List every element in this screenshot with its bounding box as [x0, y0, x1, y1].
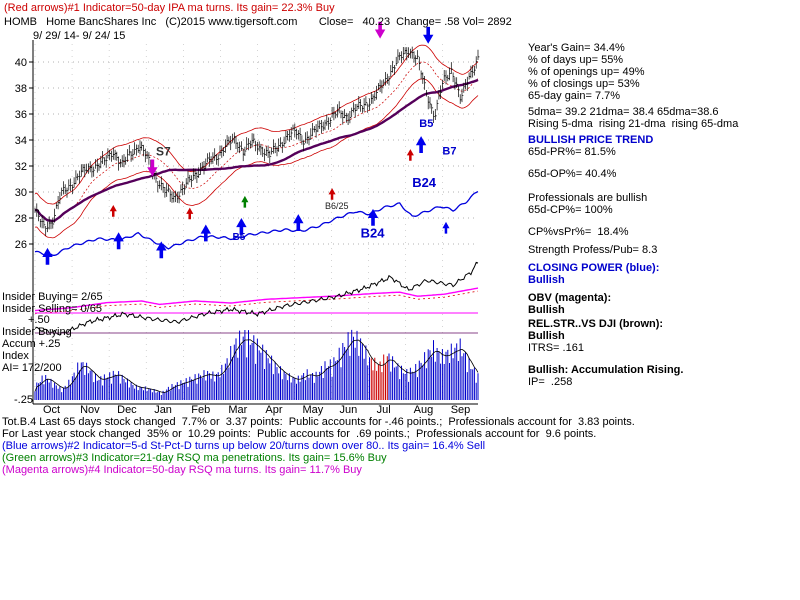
- y-axis-label: 38: [15, 83, 27, 95]
- buy-signal-arrow: [236, 218, 247, 235]
- y-axis-label: 34: [15, 135, 27, 147]
- y-axis-label: 36: [15, 109, 27, 121]
- buy-signal-arrow: [328, 188, 336, 200]
- buy-signal-arrow: [42, 247, 53, 265]
- buy-signal-arrow: [406, 149, 414, 161]
- ma21-line: [34, 61, 479, 222]
- accum-envelope-line: [34, 339, 479, 393]
- stat-line: 5dma= 39.2 21dma= 38.4 65dma=38.6: [528, 106, 719, 118]
- x-axis-month-label: Jan: [154, 404, 172, 416]
- indicator-label: AI= 172/200: [2, 362, 62, 374]
- price-bars: [34, 46, 480, 236]
- stat-line: Bullish: [528, 330, 565, 342]
- x-axis-month-label: Feb: [191, 404, 210, 416]
- y-axis-label: 28: [15, 213, 27, 225]
- stat-line: Rising 5-dma rising 21-dma rising 65-dma: [528, 118, 739, 130]
- buy-signal-arrow: [186, 207, 194, 220]
- y-axis-label: 26: [15, 239, 27, 251]
- x-axis-month-label: Mar: [228, 404, 247, 416]
- buy-signal-arrow: [415, 136, 427, 154]
- y-axis-label: 30: [15, 187, 27, 199]
- obv-line: [34, 287, 479, 312]
- x-axis-month-label: Apr: [265, 404, 282, 416]
- stat-line: Bullish: [528, 274, 565, 286]
- stat-line: Strength Profess/Pub= 8.3: [528, 244, 658, 256]
- x-axis-month-label: Oct: [43, 404, 60, 416]
- stat-line: BULLISH PRICE TREND: [528, 134, 654, 146]
- signal-label: B7: [442, 145, 456, 157]
- buy-signal-arrow: [200, 224, 211, 242]
- sell-signal-arrow: [423, 26, 434, 44]
- sell-signal-arrow: [374, 21, 386, 39]
- signal-label: B5: [419, 118, 433, 130]
- signal-label: B5: [233, 232, 246, 243]
- upper-band-line: [34, 44, 479, 205]
- legend-line: (Green arrows)#3 Indicator=21-day RSQ ma…: [2, 452, 387, 464]
- obv-ma-line: [34, 290, 479, 314]
- x-axis-month-label: Jul: [377, 404, 391, 416]
- stat-line: IP= .258: [528, 376, 573, 388]
- legend-line: (Magenta arrows)#4 Indicator=50-day RSQ …: [2, 464, 362, 476]
- legend-line: (Blue arrows)#2 Indicator=5-d St-Pct-D t…: [2, 440, 486, 452]
- accum-histogram-bars: [34, 329, 479, 400]
- stat-line: 65d-CP%= 100%: [528, 204, 613, 216]
- ma65-line: [34, 78, 479, 223]
- stat-line: OBV (magenta):: [528, 292, 612, 304]
- signal-label: S7: [156, 145, 171, 159]
- stat-line: 65d-OP%= 40.4%: [528, 168, 617, 180]
- signal-label: B24: [361, 226, 386, 241]
- chart-title: HOMB Home BancShares Inc (C)2015 www.tig…: [4, 16, 512, 28]
- buy-signal-arrow: [113, 232, 124, 250]
- lower-band-line: [34, 78, 479, 239]
- indicator-label: Insider Buying: [2, 326, 72, 338]
- indicator-label: Insider Buying= 2/65: [2, 291, 103, 303]
- stat-line: REL.STR..VS DJI (brown):: [528, 318, 664, 330]
- stat-line: Bullish: [528, 304, 565, 316]
- buy-signal-arrow: [442, 221, 450, 234]
- indicator-label: +.50: [28, 314, 50, 326]
- x-axis-month-label: Sep: [451, 404, 471, 416]
- buy-signal-arrow: [109, 205, 117, 217]
- signal-label: B6/25: [325, 201, 349, 211]
- accum-histogram-neg-bars: [370, 354, 388, 400]
- legend-line: Tot.B.4 Last 65 days stock changed 7.7% …: [2, 416, 635, 428]
- x-axis-month-label: Nov: [80, 404, 100, 416]
- stat-line: % of openings up= 49%: [528, 66, 645, 78]
- indicator-label: Accum +.25: [2, 338, 61, 350]
- red-arrows-indicator-legend: (Red arrows)#1 Indicator=50-day IPA ma t…: [4, 2, 335, 14]
- stat-line: CP%vsPr%= 18.4%: [528, 226, 629, 238]
- indicator-label: -.25: [14, 394, 33, 406]
- stat-line: CLOSING POWER (blue):: [528, 262, 660, 274]
- stat-line: ITRS= .161: [528, 342, 584, 354]
- signal-label: B24: [412, 175, 437, 190]
- stat-line: 65d-PR%= 81.5%: [528, 146, 616, 158]
- buy-signal-arrow: [156, 241, 167, 259]
- buy-signal-arrow: [367, 208, 379, 226]
- buy-signal-arrow: [293, 214, 304, 232]
- buy-signal-arrow: [241, 195, 249, 208]
- x-axis-month-label: Dec: [117, 404, 137, 416]
- relative-strength-line: [34, 261, 479, 336]
- stat-line: Year's Gain= 34.4%: [528, 42, 625, 54]
- y-axis-label: 32: [15, 161, 27, 173]
- closing-power-line: [34, 191, 479, 256]
- stat-line: Bullish: Accumulation Rising.: [528, 364, 684, 376]
- y-axis-label: 40: [15, 57, 27, 69]
- stat-line: 65-day gain= 7.7%: [528, 90, 621, 102]
- legend-line: For Last year stock changed 35% or 10.29…: [2, 428, 597, 440]
- stat-line: % of closings up= 53%: [528, 78, 640, 90]
- indicator-label: Index: [2, 350, 29, 362]
- stat-line: Professionals are bullish: [528, 192, 648, 204]
- x-axis-month-label: Jun: [340, 404, 358, 416]
- stat-line: % of days up= 55%: [528, 54, 624, 66]
- x-axis-month-label: Aug: [414, 404, 434, 416]
- x-axis-month-label: May: [302, 404, 323, 416]
- indicator-label: Insider Selling= 0/65: [2, 303, 102, 315]
- date-range: 9/ 29/ 14- 9/ 24/ 15: [33, 30, 126, 42]
- sell-signal-arrow: [147, 159, 158, 177]
